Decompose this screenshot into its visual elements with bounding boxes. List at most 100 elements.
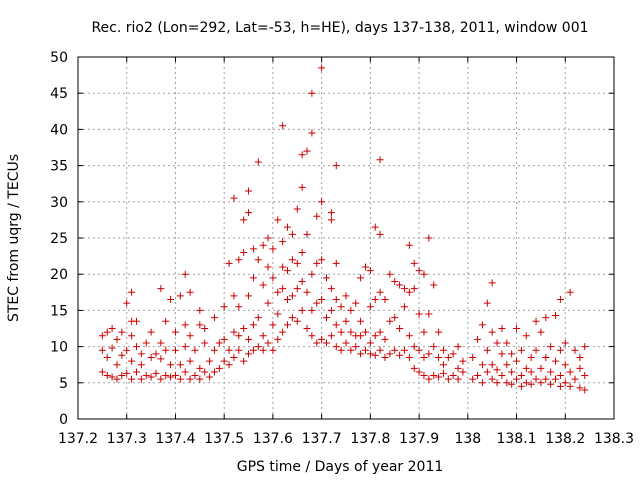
data-point — [137, 350, 145, 358]
y-tick-label: 30 — [50, 195, 68, 211]
data-point — [274, 216, 282, 224]
data-point — [444, 375, 452, 383]
data-point — [264, 234, 272, 242]
data-point — [386, 350, 394, 358]
data-point — [186, 375, 194, 383]
data-point — [376, 346, 384, 354]
data-point — [298, 183, 306, 191]
data-point — [123, 369, 131, 377]
data-point — [449, 350, 457, 358]
data-point — [357, 317, 365, 325]
data-point — [527, 380, 535, 388]
data-point — [240, 325, 248, 332]
data-point — [415, 346, 423, 354]
data-point — [547, 380, 555, 388]
data-point — [478, 379, 486, 387]
data-point — [552, 375, 560, 383]
data-point — [293, 259, 301, 267]
data-point — [288, 230, 296, 238]
data-point — [503, 339, 511, 347]
data-point — [556, 346, 564, 354]
data-point — [503, 361, 511, 369]
data-point — [245, 292, 253, 300]
data-point — [415, 310, 423, 318]
data-point — [215, 364, 223, 372]
data-point — [347, 346, 355, 354]
data-point — [249, 321, 257, 329]
data-point — [469, 375, 477, 383]
data-point — [206, 357, 214, 365]
data-point — [410, 259, 418, 267]
data-point — [517, 346, 525, 354]
data-point — [332, 162, 340, 170]
data-point — [181, 343, 189, 351]
data-point — [342, 317, 350, 325]
data-point — [371, 223, 379, 231]
y-tick-label: 40 — [50, 122, 68, 138]
data-point — [366, 350, 374, 358]
data-point — [132, 317, 140, 325]
data-point — [405, 332, 413, 340]
x-tick-label: 138.2 — [545, 431, 585, 447]
data-point — [313, 339, 321, 347]
data-point — [366, 303, 374, 311]
data-point — [274, 310, 282, 318]
data-point — [249, 245, 257, 253]
data-point — [123, 346, 131, 354]
data-point — [201, 325, 209, 332]
data-point — [284, 296, 292, 304]
data-point — [357, 274, 365, 282]
data-point — [493, 379, 501, 387]
data-point — [522, 364, 530, 372]
data-point — [347, 306, 355, 314]
x-tick-label: 138.3 — [594, 431, 634, 447]
x-axis-label: GPS time / Days of year 2011 — [237, 459, 444, 475]
data-point — [264, 263, 272, 271]
data-point — [303, 147, 311, 155]
data-point — [508, 350, 516, 358]
data-point — [430, 343, 438, 351]
data-point — [196, 364, 204, 372]
data-point — [269, 321, 277, 329]
data-point — [396, 351, 404, 359]
data-point — [167, 373, 175, 381]
data-point — [381, 353, 389, 361]
data-point — [483, 346, 491, 354]
data-point — [235, 256, 243, 264]
data-point — [235, 303, 243, 311]
data-point — [303, 288, 311, 296]
data-point — [566, 288, 574, 296]
data-point — [215, 339, 223, 347]
data-point — [103, 372, 111, 380]
data-point — [542, 375, 550, 383]
data-point — [503, 379, 511, 387]
data-point — [225, 346, 233, 354]
data-point — [313, 259, 321, 267]
data-point — [118, 372, 126, 380]
axis-ticks: 137.2 137.3 137.4 137.5 137.6 137.7 137.8 137.9… — [50, 50, 634, 447]
data-point — [254, 256, 262, 264]
data-point — [449, 372, 457, 380]
data-point — [425, 310, 433, 318]
data-point — [547, 343, 555, 351]
data-point — [98, 332, 106, 340]
data-point — [225, 259, 233, 267]
data-point — [488, 328, 496, 336]
data-point — [517, 372, 525, 380]
data-point — [396, 325, 404, 332]
data-point — [410, 364, 418, 372]
data-point — [235, 346, 243, 354]
data-point — [493, 339, 501, 347]
data-point — [454, 375, 462, 383]
data-point — [318, 296, 326, 304]
data-point — [430, 372, 438, 380]
data-point — [103, 353, 111, 361]
data-point — [405, 241, 413, 249]
data-point — [327, 285, 335, 293]
data-point — [274, 335, 282, 343]
chart-title: Rec. rio2 (Lon=292, Lat=-53, h=HE), days… — [91, 20, 588, 36]
data-point — [254, 314, 262, 322]
y-tick-label: 15 — [50, 303, 68, 319]
data-point — [254, 158, 262, 166]
data-point — [517, 382, 525, 390]
